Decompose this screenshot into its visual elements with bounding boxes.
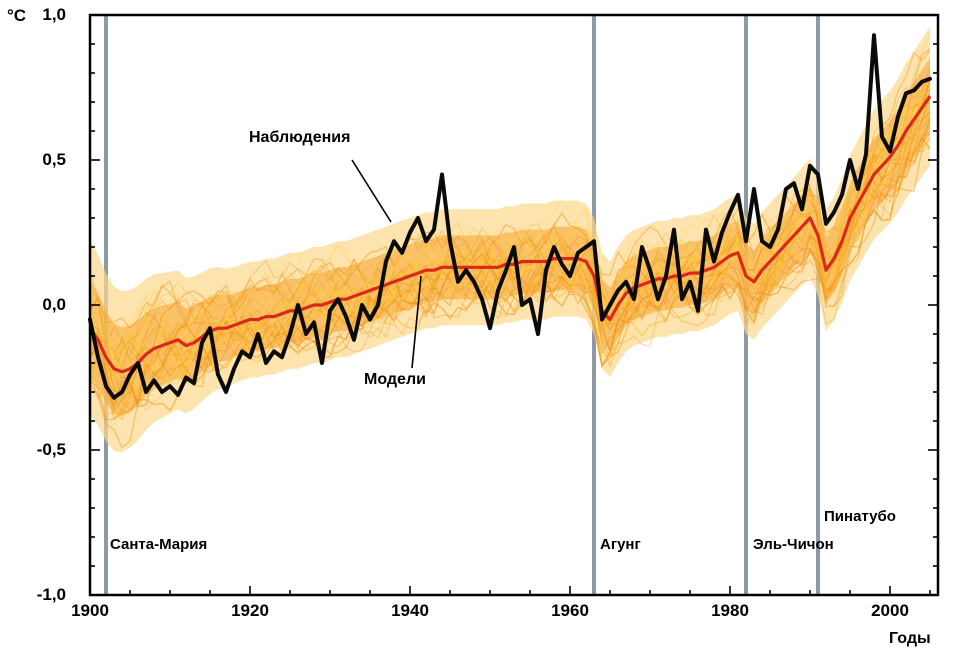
eruption-label-santa-maria: Санта-Мария xyxy=(110,536,208,553)
x-axis-title: Годы xyxy=(889,630,931,647)
y-tick-label: 0,0 xyxy=(42,295,66,314)
ensemble-member-line xyxy=(89,99,931,397)
eruption-label-pinatubo: Пинатубо xyxy=(824,508,896,525)
ensemble-member-line xyxy=(89,48,931,378)
observations-line xyxy=(88,33,932,400)
ensemble-member-line xyxy=(89,88,931,420)
x-tick-label: 1980 xyxy=(711,601,749,620)
observations-callout-line xyxy=(351,159,392,223)
ensemble-member-line xyxy=(89,132,931,400)
ensemble-member-line xyxy=(89,137,931,385)
x-tick-label: 1940 xyxy=(391,601,429,620)
observations-annotation-label: Наблюдения xyxy=(249,129,351,146)
x-tick-label: 1900 xyxy=(71,601,109,620)
ensemble-member-line xyxy=(89,95,931,380)
y-tick-label: -0,5 xyxy=(36,440,66,459)
ensemble-member-line xyxy=(89,128,931,385)
eruption-label-agung: Агунг xyxy=(600,536,641,553)
x-tick-label: 1960 xyxy=(551,601,589,620)
ensemble-member-line xyxy=(89,117,931,401)
models-callout-line xyxy=(411,275,422,369)
y-tick-label: 1,0 xyxy=(42,5,66,24)
ensemble-member-line xyxy=(89,111,931,406)
models-annotation-label: Модели xyxy=(364,371,426,388)
ensemble-member-line xyxy=(89,112,931,409)
ensemble-member-line xyxy=(89,85,931,412)
x-tick-label: 1920 xyxy=(231,601,269,620)
ensemble-member-line xyxy=(89,85,931,421)
ensemble-member-line xyxy=(89,72,931,391)
ensemble-member-line xyxy=(89,120,931,412)
eruption-label-el-chichon: Эль-Чичон xyxy=(753,536,834,553)
axis-ticks-group xyxy=(89,14,938,596)
ensemble-member-line xyxy=(89,113,931,405)
y-tick-label: -1,0 xyxy=(36,585,66,604)
y-axis-unit-label: °C xyxy=(7,6,27,25)
ensemble-member-line xyxy=(89,117,931,401)
y-tick-label: 0,5 xyxy=(42,150,66,169)
x-tick-label: 2000 xyxy=(871,601,909,620)
